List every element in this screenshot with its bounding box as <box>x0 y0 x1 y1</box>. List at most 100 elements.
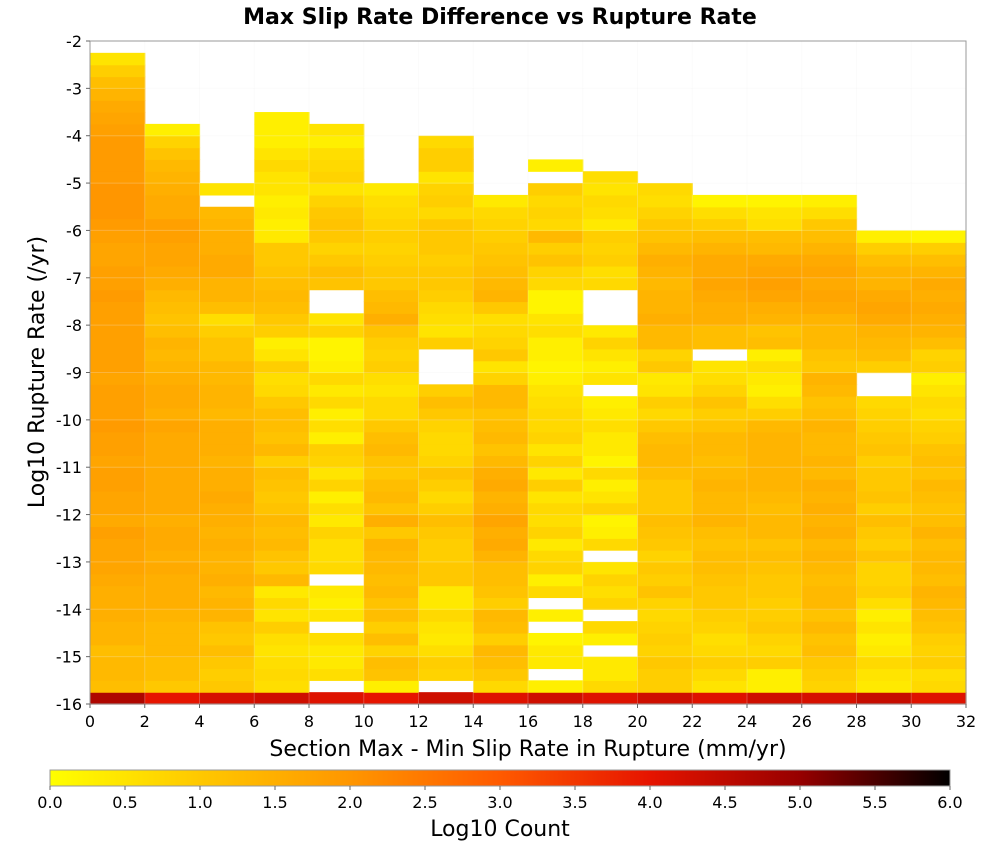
heatmap-cell <box>418 159 474 172</box>
heatmap-cell <box>692 242 748 255</box>
heatmap-cell <box>856 609 912 622</box>
heatmap-cell <box>90 550 146 563</box>
heatmap-cell <box>911 538 967 551</box>
heatmap-cell <box>199 538 255 551</box>
heatmap-cell <box>856 289 912 303</box>
heatmap-cell <box>144 632 201 646</box>
heatmap-cell <box>637 265 693 279</box>
heatmap-cell <box>801 585 858 599</box>
heatmap-cell <box>637 455 693 468</box>
heatmap-cell <box>528 265 584 279</box>
x-tick-label: 12 <box>408 712 428 731</box>
heatmap-cell <box>90 360 146 374</box>
heatmap-cell <box>856 597 912 610</box>
heatmap-cell <box>90 183 146 196</box>
heatmap-cell <box>309 171 365 184</box>
heatmap-cell <box>254 171 310 184</box>
heatmap-cell <box>309 325 365 338</box>
heatmap-cell <box>144 230 201 243</box>
heatmap-cell <box>254 218 310 232</box>
heatmap-cell <box>747 325 803 338</box>
heatmap-cell <box>692 479 748 492</box>
heatmap-cell <box>637 194 693 208</box>
heatmap-cell <box>582 455 639 468</box>
heatmap-cell <box>528 443 584 456</box>
heatmap-cell <box>801 692 858 705</box>
heatmap-cell <box>747 479 803 492</box>
heatmap-cell <box>582 336 639 350</box>
heatmap-cell <box>637 348 693 362</box>
heatmap-cell <box>747 194 803 208</box>
heatmap-cell <box>90 621 146 634</box>
heatmap-cell <box>582 680 639 693</box>
heatmap-cell <box>528 632 584 646</box>
heatmap-cell <box>144 171 201 184</box>
heatmap-cell <box>856 254 912 267</box>
heatmap-cell <box>528 194 584 208</box>
heatmap-cell <box>199 550 255 563</box>
heatmap-cell <box>856 573 912 587</box>
heatmap-cell <box>801 336 858 350</box>
heatmap-cell <box>144 502 201 516</box>
heatmap-cell <box>528 230 584 243</box>
heatmap-cell <box>418 561 474 575</box>
heatmap-cell <box>199 313 255 326</box>
heatmap-cell <box>473 585 529 599</box>
heatmap-cell <box>363 289 420 303</box>
colorbar-ticks: 0.0 0.5 1.0 1.5 2.0 2.5 3.0 3.5 4.0 4.5 5.0 5.5 6.0 <box>37 786 963 812</box>
heatmap-cell <box>692 609 748 622</box>
heatmap-cell <box>801 479 858 492</box>
heatmap-cell <box>363 396 420 409</box>
heatmap-cell <box>144 668 201 681</box>
heatmap-cell <box>801 396 858 409</box>
heatmap-cell <box>363 692 420 705</box>
heatmap-cell <box>199 206 255 220</box>
heatmap-cell <box>363 514 420 528</box>
heatmap-cell <box>254 621 310 634</box>
heatmap-cell <box>144 360 201 374</box>
heatmap-cell <box>199 597 255 610</box>
heatmap-cell <box>473 206 529 220</box>
heatmap-cell <box>418 408 474 421</box>
heatmap-cell <box>254 194 310 208</box>
heatmap-cell <box>418 573 474 587</box>
heatmap-cell <box>856 348 912 362</box>
heatmap-cell <box>801 502 858 516</box>
heatmap-cell <box>473 561 529 575</box>
heatmap-cell <box>856 621 912 634</box>
heatmap-cell <box>801 431 858 445</box>
heatmap-cell <box>528 585 584 599</box>
heatmap-cell <box>254 384 310 397</box>
heatmap-cell <box>528 692 584 705</box>
heatmap-cell <box>254 419 310 433</box>
heatmap-cell <box>90 325 146 338</box>
heatmap-cell <box>747 585 803 599</box>
heatmap-cell <box>747 538 803 551</box>
heatmap-cell <box>801 573 858 587</box>
heatmap-cell <box>199 325 255 338</box>
y-axis-label: Log10 Rupture Rate (/yr) <box>25 236 50 508</box>
heatmap-cell <box>309 668 365 681</box>
heatmap-cell <box>528 183 584 196</box>
heatmap-cell <box>801 680 858 693</box>
heatmap-cell <box>254 254 310 267</box>
heatmap-cell <box>254 597 310 610</box>
heatmap-cell <box>473 692 529 705</box>
heatmap-cell <box>309 360 365 374</box>
heatmap-cell <box>199 632 255 646</box>
heatmap-cell <box>801 408 858 421</box>
heatmap-cell <box>801 443 858 456</box>
heatmap-cell <box>199 656 255 670</box>
heatmap-cell <box>90 561 146 575</box>
heatmap-cell <box>637 550 693 563</box>
heatmap-cell <box>363 644 420 658</box>
heatmap-cell <box>637 183 693 196</box>
heatmap-cell <box>473 609 529 622</box>
heatmap-cell <box>363 561 420 575</box>
y-tick-label: -4 <box>66 127 82 146</box>
heatmap-cell <box>856 680 912 693</box>
heatmap-cell <box>363 467 420 480</box>
heatmap-cell <box>254 692 310 705</box>
heatmap-cell <box>637 573 693 587</box>
